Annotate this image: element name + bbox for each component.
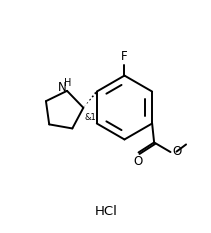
Text: F: F bbox=[121, 50, 128, 63]
Text: N: N bbox=[58, 81, 66, 94]
Text: H: H bbox=[64, 78, 71, 88]
Text: &1: &1 bbox=[85, 113, 97, 122]
Text: O: O bbox=[133, 155, 142, 168]
Text: HCl: HCl bbox=[95, 205, 118, 218]
Text: O: O bbox=[172, 145, 181, 158]
